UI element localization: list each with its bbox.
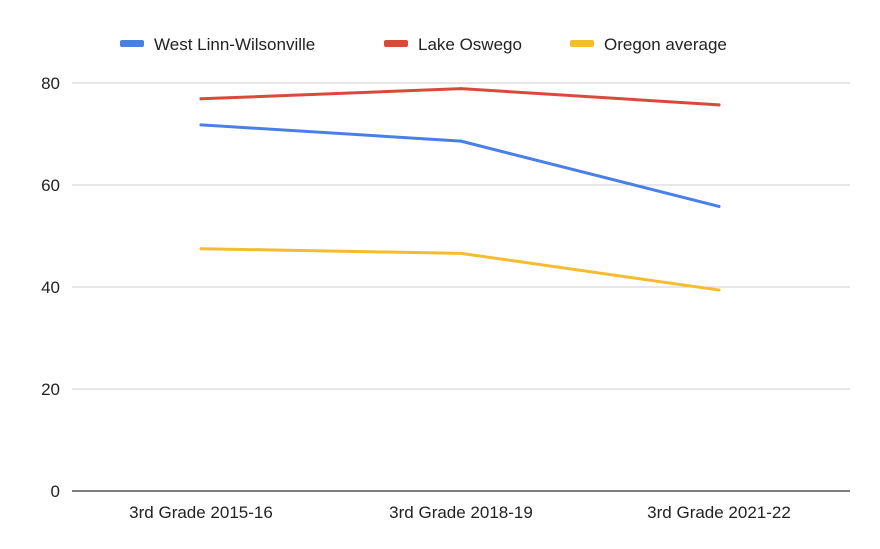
x-tick-label: 3rd Grade 2021-22	[647, 503, 791, 522]
series-line-2	[199, 247, 721, 292]
legend-label: Lake Oswego	[418, 35, 522, 54]
legend-swatch	[570, 40, 594, 47]
data-point	[717, 204, 721, 208]
series-lines	[199, 87, 721, 292]
x-tick-label: 3rd Grade 2015-16	[129, 503, 273, 522]
series-line-1	[199, 87, 721, 107]
x-tick-label: 3rd Grade 2018-19	[389, 503, 533, 522]
x-axis-ticks: 3rd Grade 2015-16 3rd Grade 2018-19 3rd Gr…	[129, 503, 791, 522]
data-point	[199, 123, 203, 127]
legend-item: Oregon average	[570, 35, 727, 54]
y-tick-label: 60	[41, 176, 60, 195]
legend: West Linn-Wilsonville Lake Oswego Oregon a…	[120, 35, 727, 54]
data-point	[199, 247, 203, 251]
data-point	[717, 103, 721, 107]
data-point	[717, 288, 721, 292]
y-tick-label: 40	[41, 278, 60, 297]
data-point	[459, 139, 463, 143]
data-point	[199, 97, 203, 101]
y-tick-label: 20	[41, 380, 60, 399]
legend-label: West Linn-Wilsonville	[154, 35, 315, 54]
data-point	[459, 87, 463, 91]
y-tick-label: 0	[51, 482, 60, 501]
legend-swatch	[120, 40, 144, 47]
series-line-0	[199, 123, 721, 208]
y-tick-label: 80	[41, 74, 60, 93]
legend-item: West Linn-Wilsonville	[120, 35, 315, 54]
legend-label: Oregon average	[604, 35, 727, 54]
data-point	[459, 251, 463, 255]
gridlines	[72, 82, 850, 492]
legend-swatch	[384, 40, 408, 47]
y-axis-ticks: 0 20 40 60 80	[41, 74, 60, 501]
legend-item: Lake Oswego	[384, 35, 522, 54]
